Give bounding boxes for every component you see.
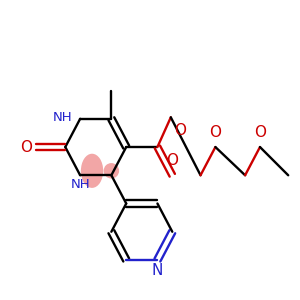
Ellipse shape	[81, 154, 103, 188]
Text: NH: NH	[53, 111, 73, 124]
Text: O: O	[174, 123, 186, 138]
Text: O: O	[21, 140, 33, 154]
Text: O: O	[254, 124, 266, 140]
Text: O: O	[166, 153, 178, 168]
Text: N: N	[152, 263, 163, 278]
Ellipse shape	[103, 163, 119, 178]
Text: O: O	[209, 124, 221, 140]
Text: NH: NH	[70, 178, 90, 191]
